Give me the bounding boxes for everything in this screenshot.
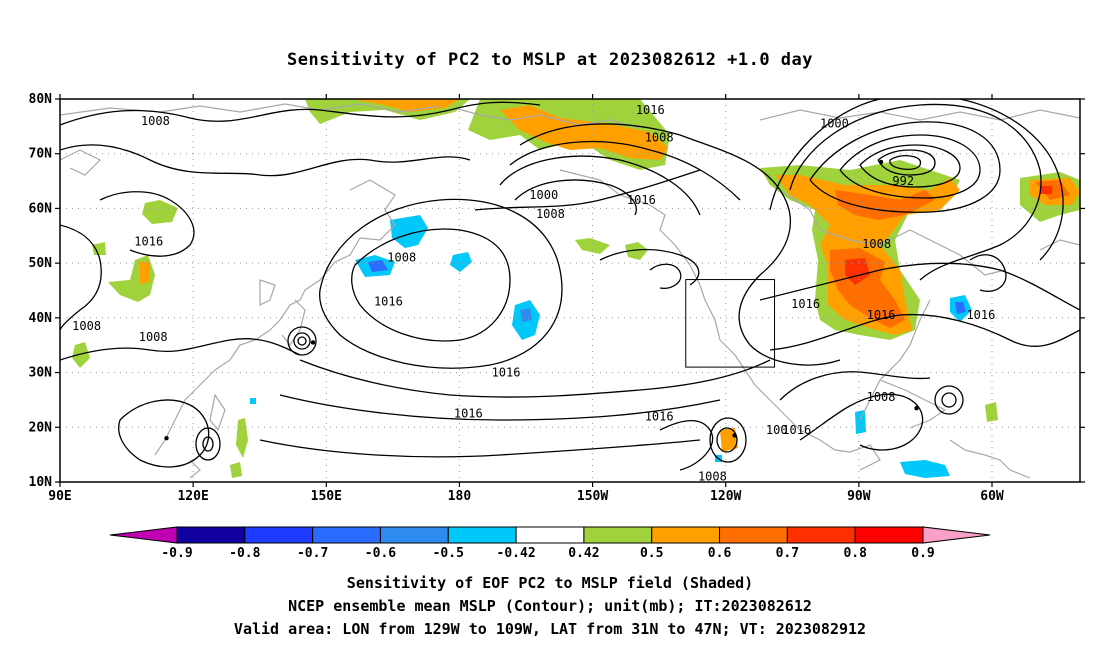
colorbar-tick-label: 0.5 [640, 546, 663, 561]
lon-tick-label: 150E [311, 489, 342, 504]
colorbar-tick-label: -0.7 [297, 546, 328, 561]
contour-label: 1008 [72, 319, 101, 333]
colorbar-segment [244, 526, 314, 544]
latitude-axis: 80N 70N 60N 50N 40N 30N 20N 10N [29, 92, 1085, 490]
contour-label: 1008 [536, 207, 565, 221]
contour-label: 1016 [791, 297, 820, 311]
contour-label: 1008 [867, 390, 896, 404]
colorbar-tick-label: 0.9 [911, 546, 934, 561]
caption-line-2: NCEP ensemble mean MSLP (Contour); unit(… [288, 597, 812, 615]
mslp-contours [60, 99, 1080, 471]
contour-label: 1000 [820, 117, 849, 131]
contour-label: 1016 [966, 308, 995, 322]
lat-tick-label: 60N [29, 201, 53, 216]
contour-label: 1016 [782, 423, 811, 437]
lon-tick-label: 150W [577, 489, 608, 504]
colorbar-segment [176, 526, 246, 544]
colorbar-tick-label: 0.8 [843, 546, 867, 561]
low-center-marker [732, 433, 737, 438]
contour-label: 1008 [698, 470, 727, 484]
colorbar-segment [312, 526, 381, 544]
caption-line-1: Sensitivity of EOF PC2 to MSLP field (Sh… [346, 574, 754, 592]
contour-labels: 1008 1016 1008 1000 992 1000 1008 1016 1016 1008 1… [72, 103, 995, 484]
valid-area-box [685, 279, 776, 368]
contour-label: 1016 [636, 103, 665, 117]
map-title: Sensitivity of PC2 to MSLP at 2023082612… [286, 50, 813, 70]
contour-label: 1016 [627, 193, 656, 207]
contour-label: 1008 [645, 130, 674, 144]
lat-tick-label: 70N [29, 147, 53, 162]
colorbar-segment [583, 526, 653, 544]
low-center-marker [164, 436, 169, 441]
longitude-axis: 90E 120E 150E 180 150W 120W 90W 60W [48, 94, 1004, 504]
colorbar-segment [786, 526, 856, 544]
contour-label: 1000 [529, 188, 558, 202]
contour-label: 1016 [134, 234, 163, 248]
sensitivity-shading [72, 99, 1080, 478]
contour-label: 1008 [387, 251, 416, 265]
contour-label: 100 [766, 423, 788, 437]
colorbar-segment [854, 526, 924, 544]
low-center-marker [310, 340, 316, 345]
lat-tick-label: 30N [29, 366, 53, 381]
lat-tick-label: 20N [29, 420, 53, 435]
lon-tick-label: 120E [177, 489, 208, 504]
colorbar-tick-label: 0.7 [776, 546, 799, 561]
lon-tick-label: 60W [980, 489, 1004, 504]
contour-label: 1008 [139, 330, 168, 344]
contour-label: 992 [892, 174, 914, 188]
colorbar-segment [379, 526, 449, 544]
colorbar-tick-label: -0.8 [229, 546, 260, 561]
low-center-marker [914, 405, 919, 411]
colorbar-tick-label: 0.6 [708, 546, 732, 561]
contour-label: 1016 [454, 407, 483, 421]
colorbar-tick-label: -0.42 [497, 546, 536, 561]
lon-tick-label: 120W [710, 489, 741, 504]
map-frame [59, 98, 1081, 483]
colorbar-tick-label: 0.42 [568, 546, 599, 561]
contour-label: 1016 [867, 308, 896, 322]
contour-label: 1008 [141, 114, 170, 128]
colorbar-min-triangle [109, 526, 178, 544]
lon-tick-label: 90W [847, 489, 871, 504]
contour-label: 1016 [492, 366, 521, 380]
colorbar-tick-label: -0.6 [365, 546, 396, 561]
colorbar-tick-label: -0.5 [433, 546, 464, 561]
lon-tick-label: 180 [448, 489, 472, 504]
low-center-marker [878, 159, 884, 165]
lon-tick-label: 90E [48, 489, 71, 504]
contour-label: 1016 [645, 409, 674, 423]
colorbar-tick-label: -0.9 [161, 546, 192, 561]
contour-label: 1008 [862, 237, 891, 251]
lat-tick-label: 50N [29, 256, 53, 271]
lat-tick-label: 40N [29, 311, 53, 326]
colorbar-segment [651, 526, 721, 544]
lat-tick-label: 80N [29, 92, 53, 107]
colorbar-segment [515, 526, 585, 544]
contour-label: 1016 [374, 294, 403, 308]
map-grid [60, 99, 1080, 482]
colorbar-max-triangle [922, 526, 991, 544]
caption-line-3: Valid area: LON from 129W to 109W, LAT f… [233, 620, 867, 638]
colorbar-segment [719, 526, 788, 544]
lat-tick-label: 10N [29, 475, 53, 490]
colorbar-segment [447, 526, 517, 544]
